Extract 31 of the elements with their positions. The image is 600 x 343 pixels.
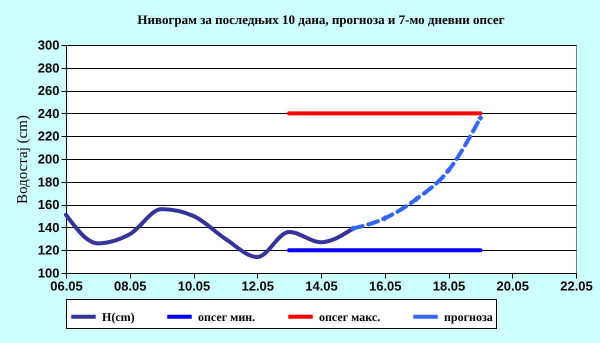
x-tick-label: 14.05 [305,278,338,294]
y-tick-label: 220 [38,128,60,144]
y-tick-label: 240 [38,106,60,121]
x-tick-label: 20.05 [496,278,530,294]
x-tick-label: 18.05 [432,278,466,294]
legend-label: H(cm) [102,310,135,324]
point [382,215,388,222]
legend-label: прогноза [444,310,493,324]
y-tick-label: 120 [38,242,60,258]
y-tick-label: 260 [38,83,60,98]
point [445,167,452,174]
y-tick-label: 280 [38,60,60,76]
y-axis-title: Водостај (cm) [14,115,31,204]
x-tick-label: 08.05 [114,278,147,294]
x-tick-label: 10.05 [178,278,210,294]
y-tick-label: 200 [38,152,60,166]
legend-label: опсег макс. [319,310,380,324]
y-tick-label: 180 [38,174,60,190]
y-tick-label: 140 [38,220,60,235]
legend-label: опсег мин. [198,310,256,324]
point [477,114,484,122]
y-tick-label: 160 [38,197,60,212]
y-tick-label: 100 [38,266,60,280]
x-tick-label: 16.05 [368,278,402,294]
y-tick-label: 300 [38,38,60,52]
chart-title: Нивограм за последњих 10 дана, прогноза и 7-мо дневни опсег [137,12,505,27]
x-tick-label: 22.05 [560,278,593,294]
line-series [64,207,355,260]
point [413,196,420,202]
x-tick-label: 12.05 [241,278,274,294]
x-tick-label: 06.05 [50,278,83,294]
